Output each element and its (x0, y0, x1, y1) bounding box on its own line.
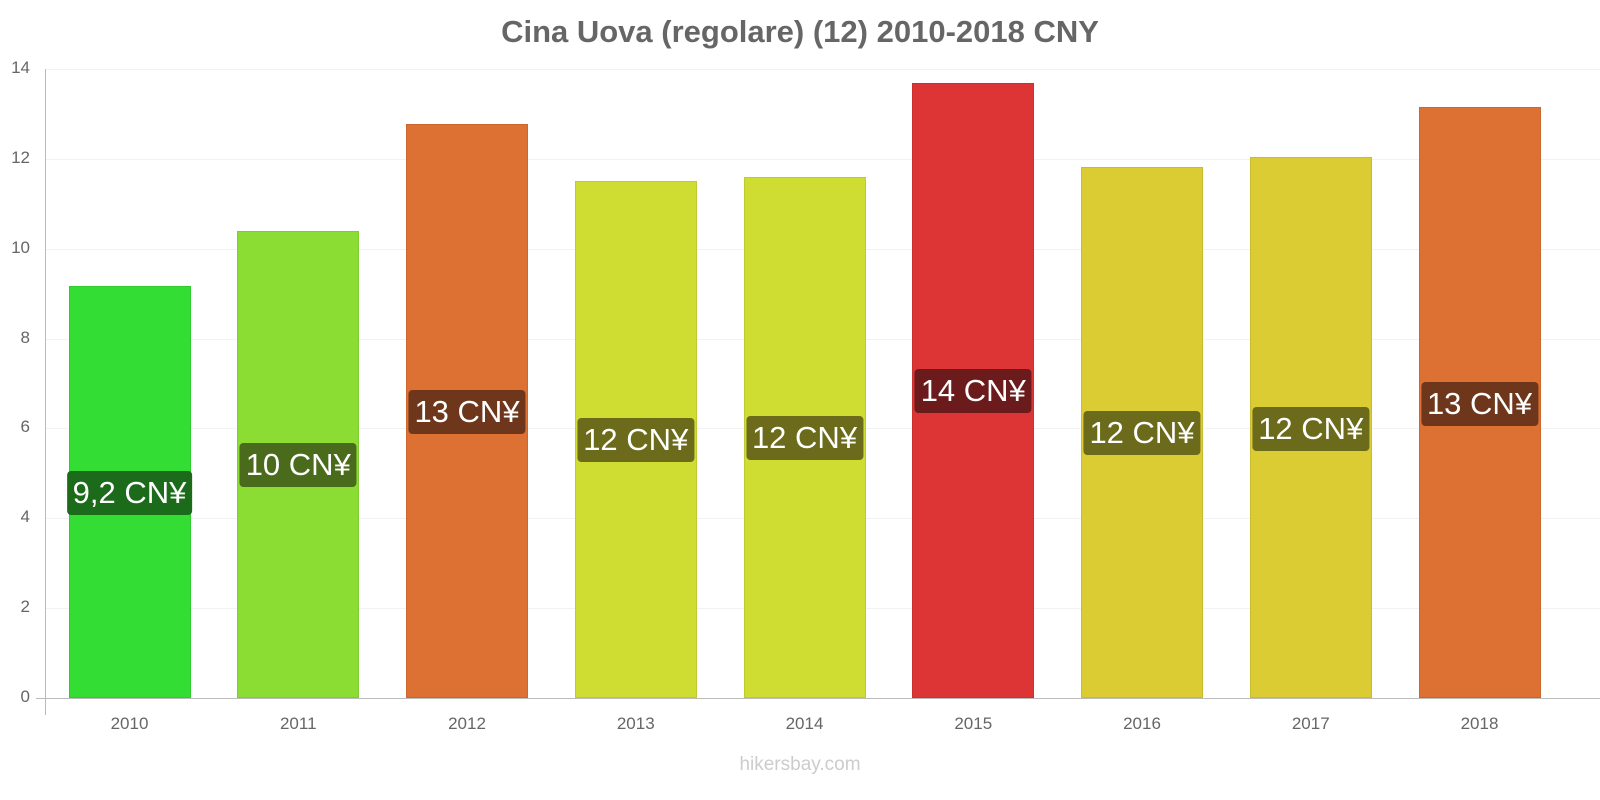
y-tick-label: 10 (11, 237, 30, 257)
y-axis-line (45, 69, 46, 715)
x-tick-label: 2012 (448, 714, 486, 733)
bar-2010: 9,2 CN¥ (66, 286, 193, 698)
x-tick-label: 2015 (954, 714, 993, 733)
watermark: hikersbay.com (739, 754, 861, 775)
bar-value-label: 9,2 CN¥ (66, 470, 193, 515)
y-tick-label: 0 (20, 687, 30, 706)
x-tick-label: 2018 (1460, 714, 1499, 733)
bar-value-label: 12 CN¥ (745, 416, 864, 461)
bar-value-label: 10 CN¥ (239, 443, 357, 488)
bar-value-label: 12 CN¥ (1083, 411, 1201, 456)
y-tick-label: 2 (20, 597, 30, 617)
bar-value-label: 12 CN¥ (1252, 406, 1370, 451)
gridline (46, 158, 1600, 160)
y-tick-label: 6 (20, 417, 30, 437)
bar-value-label: 12 CN¥ (577, 418, 695, 463)
bar-2016: 12 CN¥ (1081, 166, 1203, 698)
y-tick-label: 12 (11, 147, 30, 167)
y-tick-label: 8 (20, 327, 30, 347)
x-tick-label: 2016 (1123, 714, 1161, 733)
bar-2013: 12 CN¥ (574, 180, 697, 698)
bar-2015: 14 CN¥ (912, 82, 1035, 698)
x-tick-label: 2010 (110, 714, 149, 733)
bar-2012: 13 CN¥ (406, 123, 528, 698)
x-tick-label: 2017 (1291, 714, 1330, 733)
bar-2018: 13 CN¥ (1418, 107, 1541, 698)
x-tick-label: 2013 (616, 714, 655, 733)
x-axis-line (36, 698, 1600, 699)
bar-2014: 12 CN¥ (743, 176, 866, 698)
bar-2017: 12 CN¥ (1249, 157, 1372, 698)
gridline (46, 69, 1600, 70)
y-tick-label: 4 (20, 507, 30, 527)
bar-value-label: 13 CN¥ (408, 389, 526, 434)
bar-value-label: 13 CN¥ (1420, 381, 1539, 426)
y-tick-label: 14 (11, 58, 30, 77)
x-tick-label: 2011 (279, 714, 317, 733)
x-tick-label: 2014 (785, 714, 824, 733)
chart-title: Cina Uova (regolare) (12) 2010-2018 CNY (501, 14, 1099, 49)
bar-value-label: 14 CN¥ (914, 369, 1032, 414)
bar-2011: 10 CN¥ (237, 230, 360, 698)
